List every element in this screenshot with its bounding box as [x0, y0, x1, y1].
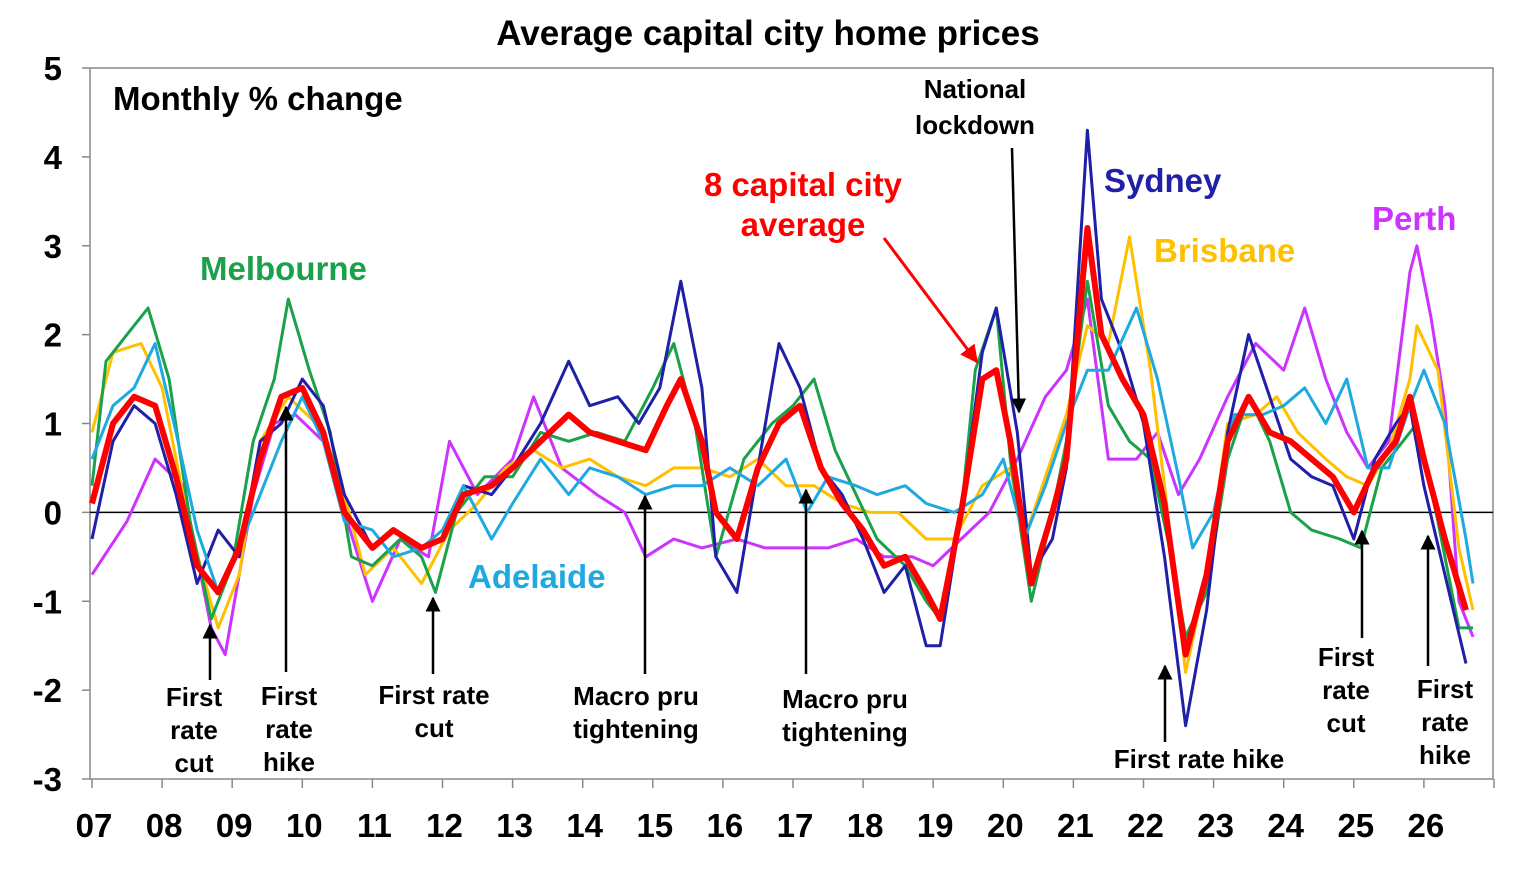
y-tick-label: -2: [33, 672, 62, 709]
x-tick-label: 16: [707, 807, 744, 844]
series-line-8-capital-city-average: [89, 225, 1469, 658]
annotation-first-rate-hike-2026-text: hike: [1419, 740, 1471, 770]
series-label-8-capital-city-average: average: [741, 206, 866, 243]
annotation-national-lockdown-arrow: [1010, 147, 1027, 414]
annotation-macro-pru-2014-text: Macro pru: [573, 681, 699, 711]
annotation-first-rate-hike-2026-text: rate: [1421, 707, 1469, 737]
x-tick-label: 09: [216, 807, 253, 844]
y-tick-label: 3: [44, 228, 62, 265]
series-line-adelaide: [90, 306, 1475, 594]
x-tick-label: 25: [1337, 807, 1374, 844]
annotation-first-rate-hike-2009-text: rate: [265, 714, 313, 744]
series-label-brisbane: Brisbane: [1154, 232, 1295, 269]
annotation-macro-pru-2017-text: tightening: [782, 717, 908, 747]
series-label-melbourne: Melbourne: [200, 250, 367, 287]
chart-subtitle: Monthly % change: [113, 80, 403, 117]
series-line-melbourne: [90, 279, 1473, 639]
series-line-brisbane: [90, 235, 1475, 674]
x-tick-label: 13: [496, 807, 533, 844]
series-labels: Melbourne Adelaide Sydney Brisbane Perth 8 ca…: [200, 162, 1456, 595]
x-tick-label: 17: [777, 807, 814, 844]
annotation-first-rate-hike-2022-text: First rate hike: [1114, 744, 1285, 774]
x-tick-label: 26: [1408, 807, 1445, 844]
x-tick-label: 14: [566, 807, 603, 844]
y-tick-label: 2: [44, 317, 62, 354]
x-tick-label: 07: [76, 807, 113, 844]
x-axis: 07 08 09 10 11 12 13 14 15 16 17 18 19 20 21 22 23 24 25 26: [76, 779, 1495, 844]
y-tick-label: 4: [44, 139, 63, 176]
chart-title: Average capital city home prices: [496, 14, 1039, 53]
series-label-adelaide: Adelaide: [468, 558, 606, 595]
annotation-first-rate-cut-2025-text: First: [1318, 642, 1375, 672]
series-label-sydney: Sydney: [1104, 162, 1222, 199]
x-tick-label: 21: [1057, 807, 1094, 844]
y-tick-label: 0: [44, 494, 62, 531]
series-lines: [89, 128, 1475, 728]
x-tick-label: 12: [426, 807, 463, 844]
y-tick-label: 5: [44, 50, 62, 87]
x-tick-label: 15: [636, 807, 673, 844]
series-line-perth: [90, 244, 1475, 657]
annotation-first-rate-cut-2011-text: cut: [415, 713, 454, 743]
annotation-first-rate-cut-2008-text: rate: [170, 715, 218, 745]
x-tick-label: 19: [917, 807, 954, 844]
series-label-8-capital-city-average: 8 capital city: [704, 166, 903, 203]
y-axis: -3 -2 -1 0 1 2 3 4 5: [33, 50, 1493, 798]
annotation-first-rate-hike-2009-text: hike: [263, 747, 315, 777]
x-tick-label: 08: [146, 807, 183, 844]
annotation-first-rate-hike-2009-text: First: [261, 681, 318, 711]
y-tick-label: -3: [33, 761, 62, 798]
x-tick-label: 18: [847, 807, 884, 844]
x-tick-label: 11: [357, 807, 392, 844]
x-tick-label: 24: [1267, 807, 1304, 844]
average-label-arrow: [882, 237, 979, 364]
annotation-macro-pru-2017-text: Macro pru: [782, 684, 908, 714]
series-label-perth: Perth: [1372, 200, 1456, 237]
annotation-national-lockdown-text: lockdown: [915, 110, 1035, 140]
y-tick-label: -1: [33, 583, 62, 620]
x-tick-label: 23: [1197, 807, 1234, 844]
annotation-first-rate-cut-2008-text: First: [166, 682, 223, 712]
annotation-first-rate-cut-2008-text: cut: [175, 748, 214, 778]
annotation-first-rate-cut-2025-text: rate: [1322, 675, 1370, 705]
annotation-first-rate-hike-2026-text: First: [1417, 674, 1474, 704]
annotation-first-rate-cut-2025-text: cut: [1327, 708, 1366, 738]
x-tick-label: 20: [987, 807, 1024, 844]
annotation-first-rate-cut-2011-text: First rate: [378, 680, 489, 710]
y-tick-label: 1: [44, 406, 62, 443]
x-tick-label: 22: [1127, 807, 1164, 844]
annotation-macro-pru-2014-text: tightening: [573, 714, 699, 744]
annotation-national-lockdown-text: National: [924, 74, 1027, 104]
x-tick-label: 10: [286, 807, 323, 844]
